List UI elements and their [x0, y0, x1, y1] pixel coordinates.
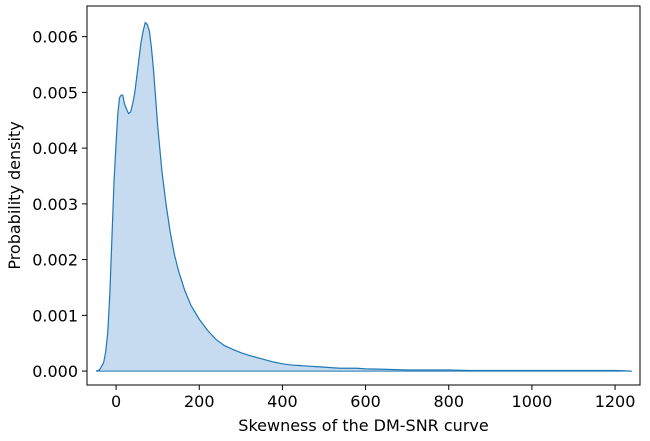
- x-tick-label: 0: [111, 392, 121, 411]
- x-tick-label: 1200: [595, 392, 636, 411]
- y-tick-label: 0.003: [32, 195, 78, 214]
- x-tick-label: 200: [184, 392, 215, 411]
- y-axis-label: Probability density: [5, 121, 24, 269]
- x-tick-label: 800: [433, 392, 464, 411]
- plot-area: [95, 21, 632, 372]
- plot-frame: [86, 5, 641, 386]
- y-tick-label: 0.006: [32, 28, 78, 47]
- y-tick-label: 0.000: [32, 362, 78, 381]
- y-tick-label: 0.001: [32, 306, 78, 325]
- y-tick-label: 0.002: [32, 251, 78, 270]
- y-tick-label: 0.004: [32, 139, 78, 158]
- x-axis-label: Skewness of the DM-SNR curve: [238, 416, 488, 435]
- x-tick-label: 1000: [512, 392, 553, 411]
- y-tick-label: 0.005: [32, 83, 78, 102]
- density-line: [95, 21, 632, 372]
- y-axis-ticks: 0.000 0.001 0.002 0.003 0.004 0.005 0.006: [32, 28, 87, 381]
- density-area: [96, 22, 632, 372]
- x-axis-ticks: 0 200 400 600 800 1000 1200: [111, 385, 635, 411]
- x-tick-label: 400: [267, 392, 298, 411]
- x-tick-label: 600: [350, 392, 381, 411]
